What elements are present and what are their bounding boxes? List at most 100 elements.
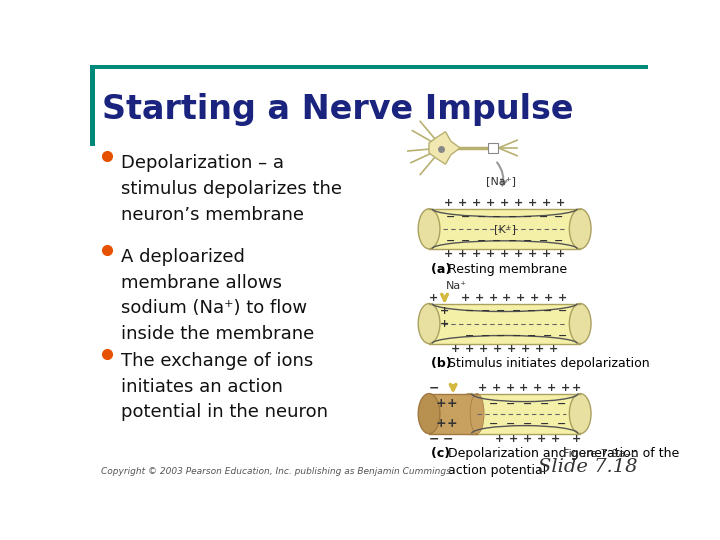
- Text: +: +: [486, 198, 495, 208]
- Text: +: +: [535, 344, 544, 354]
- Text: Resting membrane: Resting membrane: [448, 262, 567, 276]
- Text: −: −: [428, 382, 439, 395]
- Text: Starting a Nerve Impulse: Starting a Nerve Impulse: [102, 93, 574, 126]
- Text: +: +: [436, 397, 446, 410]
- Text: +: +: [549, 344, 558, 354]
- Text: +: +: [551, 434, 560, 444]
- Text: Copyright © 2003 Pearson Education, Inc. publishing as Benjamin Cummings: Copyright © 2003 Pearson Education, Inc.…: [101, 467, 451, 476]
- Text: +: +: [542, 249, 551, 259]
- Text: −: −: [543, 331, 552, 341]
- Text: −: −: [465, 306, 474, 316]
- Text: Depolarization – a
stimulus depolarizes the
neuron’s membrane: Depolarization – a stimulus depolarizes …: [121, 154, 342, 224]
- Text: +: +: [505, 383, 515, 393]
- Text: −: −: [446, 236, 455, 246]
- Text: −: −: [442, 433, 453, 446]
- Ellipse shape: [470, 394, 484, 434]
- Bar: [90, 65, 648, 69]
- Text: −: −: [540, 418, 549, 429]
- Text: +: +: [436, 417, 446, 430]
- Text: +: +: [556, 249, 565, 259]
- Text: +: +: [486, 249, 495, 259]
- Text: +: +: [447, 397, 458, 410]
- Text: +: +: [472, 198, 482, 208]
- Ellipse shape: [459, 394, 480, 434]
- Ellipse shape: [570, 303, 591, 343]
- Text: −: −: [512, 331, 521, 341]
- Text: −: −: [508, 236, 517, 246]
- Text: −: −: [523, 212, 533, 221]
- Text: +: +: [528, 198, 537, 208]
- Text: +: +: [429, 293, 438, 303]
- Text: +: +: [558, 293, 567, 303]
- Text: +: +: [523, 434, 533, 444]
- Text: −: −: [428, 433, 439, 446]
- Text: −: −: [557, 418, 567, 429]
- Text: +: +: [458, 249, 467, 259]
- Ellipse shape: [418, 394, 440, 434]
- Polygon shape: [429, 132, 460, 164]
- Text: +: +: [451, 344, 460, 354]
- Text: +: +: [537, 434, 546, 444]
- Text: +: +: [542, 198, 551, 208]
- Text: −: −: [446, 212, 455, 221]
- Text: +: +: [474, 293, 484, 303]
- Text: Depolarization and generation of the
action potential: Depolarization and generation of the act…: [448, 448, 679, 477]
- Text: +: +: [514, 249, 523, 259]
- Text: +: +: [440, 319, 449, 328]
- Text: +: +: [561, 383, 570, 393]
- Text: +: +: [534, 383, 543, 393]
- Text: (c): (c): [431, 448, 454, 461]
- Text: [K⁺]: [K⁺]: [494, 224, 516, 234]
- Text: +: +: [461, 293, 469, 303]
- Ellipse shape: [418, 303, 440, 343]
- Bar: [429, 394, 477, 434]
- Text: A deploarized
membrane allows
sodium (Na⁺) to flow
inside the membrane: A deploarized membrane allows sodium (Na…: [121, 248, 314, 343]
- Text: −: −: [489, 399, 498, 409]
- Text: +: +: [528, 249, 537, 259]
- Text: +: +: [521, 344, 530, 354]
- Text: Slide 7.18: Slide 7.18: [538, 458, 637, 476]
- Ellipse shape: [570, 394, 591, 434]
- Text: −: −: [527, 331, 536, 341]
- Text: +: +: [519, 383, 528, 393]
- Text: −: −: [492, 236, 502, 246]
- Text: +: +: [440, 306, 449, 316]
- Text: +: +: [507, 344, 516, 354]
- Text: +: +: [509, 434, 518, 444]
- Text: +: +: [488, 293, 498, 303]
- Text: +: +: [495, 434, 505, 444]
- Text: +: +: [447, 417, 458, 430]
- Text: +: +: [472, 249, 482, 259]
- Text: −: −: [527, 306, 536, 316]
- Text: Figure 7.9a–c: Figure 7.9a–c: [563, 449, 637, 459]
- Text: −: −: [496, 306, 505, 316]
- Text: −: −: [540, 399, 549, 409]
- Text: +: +: [514, 198, 523, 208]
- Text: −: −: [512, 306, 521, 316]
- Bar: [429, 303, 580, 343]
- Text: (b): (b): [431, 357, 456, 370]
- Text: −: −: [523, 236, 533, 246]
- Text: −: −: [506, 399, 516, 409]
- Text: +: +: [477, 383, 487, 393]
- Text: +: +: [500, 198, 509, 208]
- Text: +: +: [444, 249, 454, 259]
- Text: −: −: [557, 399, 567, 409]
- Text: −: −: [543, 306, 552, 316]
- Text: −: −: [477, 236, 486, 246]
- Text: −: −: [496, 331, 505, 341]
- Text: +: +: [544, 293, 554, 303]
- Text: +: +: [500, 249, 509, 259]
- Text: −: −: [539, 236, 548, 246]
- Ellipse shape: [418, 209, 440, 249]
- Text: −: −: [480, 306, 490, 316]
- Bar: [469, 394, 580, 434]
- Text: +: +: [458, 198, 467, 208]
- Text: −: −: [558, 306, 567, 316]
- Text: Na⁺: Na⁺: [446, 281, 467, 291]
- Text: +: +: [547, 383, 557, 393]
- Text: +: +: [530, 293, 539, 303]
- Text: −: −: [462, 236, 471, 246]
- Text: [Na⁺]: [Na⁺]: [486, 177, 516, 186]
- Text: −: −: [477, 212, 486, 221]
